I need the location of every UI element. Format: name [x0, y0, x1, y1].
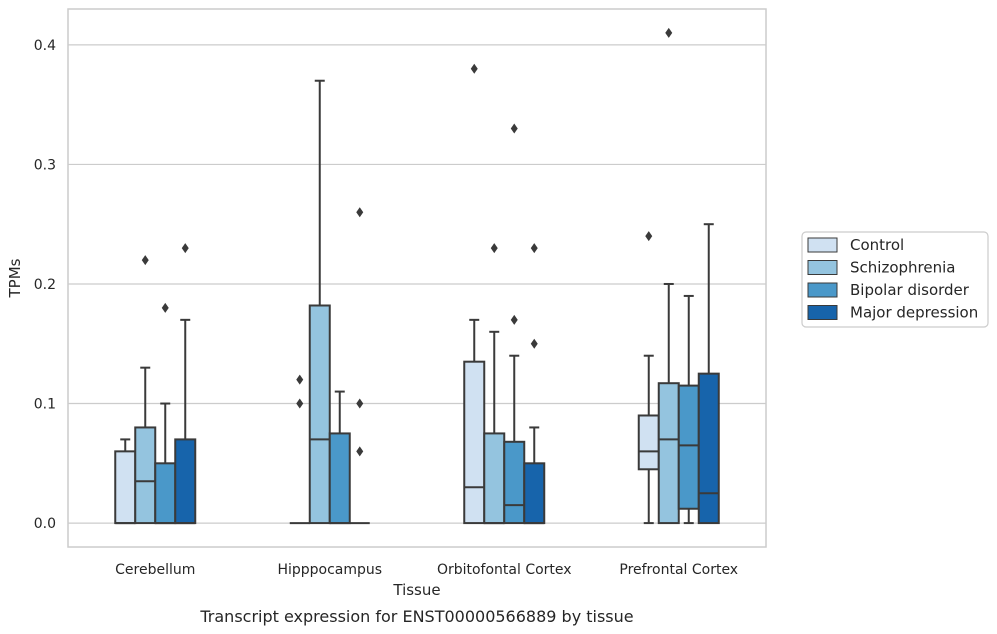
outlier-point — [141, 255, 149, 266]
box-body — [697, 372, 720, 525]
box-schizophrenia — [134, 255, 157, 525]
x-tick-label: Cerebellum — [115, 562, 195, 578]
box-major-depression — [174, 243, 197, 525]
box-body — [154, 462, 177, 525]
legend-item: Control — [807, 236, 904, 254]
legend-label: Schizophrenia — [850, 259, 955, 277]
outlier-point — [356, 207, 364, 218]
legend-swatch — [807, 282, 838, 298]
legend-swatch — [807, 260, 838, 275]
x-tick-label: Hipppocampus — [277, 562, 382, 578]
y-tick-labels: 0.0 0.1 0.2 0.3 0.4 — [34, 38, 56, 532]
y-tick-label: 0.2 — [34, 277, 56, 293]
outlier-point — [510, 314, 518, 325]
box-control — [114, 438, 137, 525]
chart-caption: Transcript expression for ENST0000056688… — [199, 607, 633, 626]
box-body — [523, 462, 546, 525]
y-tick-label: 0.0 — [34, 516, 56, 532]
x-tick-label: Orbitofontal Cortex — [437, 562, 572, 578]
plot-frame — [67, 8, 767, 548]
legend-item: Schizophrenia — [807, 259, 955, 277]
box-body — [328, 432, 351, 525]
box-body — [174, 438, 197, 525]
outlier-point — [356, 398, 364, 409]
legend-label: Control — [850, 236, 904, 254]
outlier-point — [530, 338, 538, 349]
outlier-point — [645, 231, 653, 242]
outlier-point — [510, 123, 518, 134]
box-bipolar-disorder — [154, 302, 177, 525]
box-schizophrenia — [308, 79, 331, 525]
box-body — [503, 440, 526, 525]
box-control — [463, 63, 486, 525]
box-bipolar-disorder — [503, 123, 526, 525]
box-body — [637, 414, 660, 471]
y-axis-label: TPMs — [6, 258, 24, 298]
box-major-depression — [349, 207, 370, 525]
x-tick-labels: Cerebellum Hipppocampus Orbitofontal Corte… — [115, 562, 738, 578]
box-control — [289, 374, 310, 525]
x-axis-label: Tissue — [392, 581, 440, 599]
box-body — [463, 360, 486, 525]
legend-label: Major depression — [850, 304, 978, 322]
box-bipolar-disorder — [677, 294, 700, 525]
legend-label: Bipolar disorder — [850, 281, 970, 299]
outlier-point — [181, 243, 189, 254]
box-body — [657, 382, 680, 525]
box-schizophrenia — [483, 243, 506, 525]
box-body — [308, 304, 331, 525]
outlier-point — [530, 243, 538, 254]
legend-item: Bipolar disorder — [807, 281, 970, 299]
outlier-point — [296, 374, 304, 385]
outlier-point — [470, 63, 478, 74]
box-body — [677, 384, 700, 510]
outlier-point — [665, 27, 673, 38]
x-tick-label: Prefrontal Cortex — [619, 562, 738, 578]
box-control — [637, 231, 660, 525]
legend: Control Schizophrenia Bipolar disorder Majo… — [801, 231, 989, 328]
legend-swatch — [807, 237, 838, 253]
box-major-depression — [523, 243, 546, 525]
y-tick-label: 0.3 — [34, 157, 56, 173]
legend-frame — [801, 231, 989, 328]
y-tick-label: 0.4 — [34, 38, 56, 54]
outlier-point — [161, 302, 169, 313]
box-body — [134, 426, 157, 525]
y-tick-label: 0.1 — [34, 397, 56, 413]
box-bipolar-disorder — [328, 390, 351, 525]
outlier-point — [356, 446, 364, 457]
outlier-point — [490, 243, 498, 254]
box-schizophrenia — [657, 27, 680, 525]
legend-item: Major depression — [807, 304, 978, 322]
outlier-point — [296, 398, 304, 409]
box-major-depression — [697, 223, 720, 525]
legend-swatch — [807, 305, 838, 320]
box-body — [114, 450, 137, 525]
box-plots — [114, 27, 720, 525]
box-body — [483, 432, 506, 525]
